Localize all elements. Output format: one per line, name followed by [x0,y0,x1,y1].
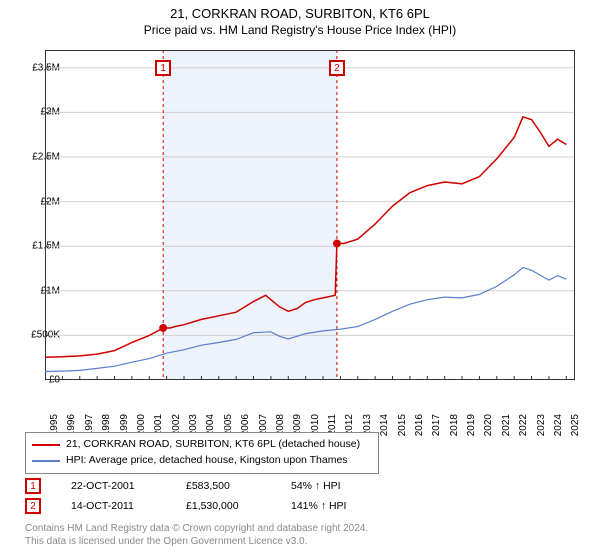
table-row: 2 14-OCT-2011 £1,530,000 141% ↑ HPI [25,496,381,516]
x-tick-label: 2018 [449,414,460,436]
x-tick-label: 2022 [518,414,529,436]
x-tick-label: 2025 [570,414,581,436]
x-tick-label: 2023 [536,414,547,436]
tx-date: 22-OCT-2001 [71,480,156,492]
legend-label: HPI: Average price, detached house, King… [66,453,348,469]
x-tick-label: 2015 [397,414,408,436]
tx-hpi-delta: 141% ↑ HPI [291,500,381,512]
footer-line: Contains HM Land Registry data © Crown c… [25,522,368,535]
tx-marker: 1 [25,478,41,494]
legend-label: 21, CORKRAN ROAD, SURBITON, KT6 6PL (det… [66,437,360,453]
title-address: 21, CORKRAN ROAD, SURBITON, KT6 6PL [0,6,600,21]
title-subtitle: Price paid vs. HM Land Registry's House … [0,23,600,37]
title-block: 21, CORKRAN ROAD, SURBITON, KT6 6PL Pric… [0,0,600,37]
x-tick-label: 2024 [553,414,564,436]
table-row: 1 22-OCT-2001 £583,500 54% ↑ HPI [25,476,381,496]
tx-date: 14-OCT-2011 [71,500,156,512]
footer-line: This data is licensed under the Open Gov… [25,535,368,548]
tx-price: £1,530,000 [186,500,261,512]
transactions-table: 1 22-OCT-2001 £583,500 54% ↑ HPI 2 14-OC… [25,476,381,516]
chart-svg [45,50,575,380]
legend-row: 21, CORKRAN ROAD, SURBITON, KT6 6PL (det… [32,437,372,453]
page-container: 21, CORKRAN ROAD, SURBITON, KT6 6PL Pric… [0,0,600,560]
x-tick-label: 2019 [466,414,477,436]
x-tick-label: 2017 [431,414,442,436]
x-tick-label: 2020 [483,414,494,436]
sale-marker: 2 [329,60,345,76]
sale-marker: 1 [155,60,171,76]
tx-marker: 2 [25,498,41,514]
legend-swatch [32,444,60,446]
legend-row: HPI: Average price, detached house, King… [32,453,372,469]
x-tick-label: 2021 [501,414,512,436]
tx-price: £583,500 [186,480,261,492]
x-tick-label: 2016 [414,414,425,436]
chart-area: 12 [45,50,575,380]
legend-swatch [32,460,60,462]
footer: Contains HM Land Registry data © Crown c… [25,522,368,548]
x-tick-label: 2014 [379,414,390,436]
tx-hpi-delta: 54% ↑ HPI [291,480,381,492]
legend-box: 21, CORKRAN ROAD, SURBITON, KT6 6PL (det… [25,432,379,474]
